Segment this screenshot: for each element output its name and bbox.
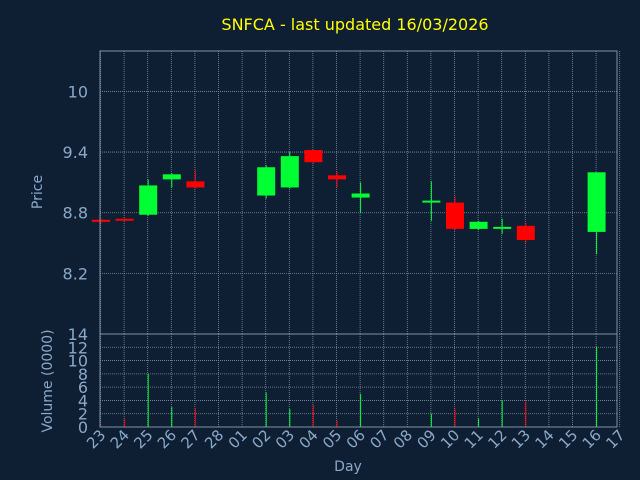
x-tick-label: 03 bbox=[272, 426, 298, 452]
price-tick-label: 8.2 bbox=[63, 264, 88, 283]
x-tick-label: 14 bbox=[531, 426, 557, 452]
x-tick-label: 06 bbox=[343, 426, 369, 452]
x-tick-label: 28 bbox=[201, 426, 227, 452]
x-tick-label: 15 bbox=[555, 426, 581, 452]
volume-tick-label: 6 bbox=[78, 378, 88, 397]
x-tick-label: 11 bbox=[461, 426, 487, 452]
price-axis-label: Price bbox=[30, 175, 46, 209]
x-tick-label: 25 bbox=[130, 426, 156, 452]
candle-body bbox=[115, 218, 134, 221]
volume-tick-label: 12 bbox=[68, 338, 88, 357]
volume-tick-label: 14 bbox=[68, 325, 88, 344]
x-tick-label: 24 bbox=[107, 426, 133, 452]
x-tick-label: 16 bbox=[579, 426, 605, 452]
volume-bars bbox=[100, 346, 598, 427]
x-tick-label: 01 bbox=[225, 426, 251, 452]
candle-body bbox=[139, 185, 158, 215]
candle-body bbox=[328, 175, 346, 180]
grid-layer bbox=[100, 51, 621, 428]
x-tick-label: 02 bbox=[248, 426, 274, 452]
x-tick-label: 10 bbox=[437, 426, 463, 452]
volume-panel-frame bbox=[99, 333, 618, 428]
candle-body bbox=[516, 225, 535, 241]
candle-body bbox=[186, 181, 205, 188]
x-tick-label: 12 bbox=[484, 426, 510, 452]
candle-body bbox=[351, 193, 370, 198]
candle-body bbox=[493, 226, 512, 229]
candle-body bbox=[469, 221, 488, 229]
candle-body bbox=[257, 167, 276, 196]
volume-tick-label: 4 bbox=[78, 391, 88, 410]
volume-axis-label: Volume (0000) bbox=[40, 329, 56, 432]
candle-body bbox=[280, 156, 299, 188]
price-tick-label: 10 bbox=[68, 82, 88, 101]
x-tick-label: 05 bbox=[319, 426, 345, 452]
volume-tick-label: 0 bbox=[78, 418, 88, 437]
x-tick-label: 08 bbox=[390, 426, 416, 452]
candle-body bbox=[162, 174, 181, 180]
x-tick-label: 27 bbox=[177, 426, 203, 452]
x-tick-label: 17 bbox=[602, 426, 628, 452]
x-tick-label: 07 bbox=[366, 426, 392, 452]
x-tick-label: 09 bbox=[413, 426, 439, 452]
price-tick-label: 8.8 bbox=[63, 204, 88, 223]
panel-frames bbox=[99, 50, 618, 428]
candle-body bbox=[587, 172, 606, 232]
candle-body bbox=[422, 200, 441, 203]
x-axis-label: Day bbox=[334, 459, 362, 475]
volume-tick-label: 2 bbox=[78, 405, 88, 424]
candle-body bbox=[446, 202, 464, 229]
x-tick-label: 04 bbox=[295, 426, 321, 452]
candle-body bbox=[92, 219, 110, 222]
price-candles bbox=[92, 150, 606, 255]
x-tick-label: 26 bbox=[154, 426, 180, 452]
price-panel-frame bbox=[99, 50, 618, 335]
volume-tick-label: 10 bbox=[68, 352, 88, 371]
price-tick-label: 9.4 bbox=[63, 143, 88, 162]
x-tick-label: 13 bbox=[508, 426, 534, 452]
candle-body bbox=[304, 150, 323, 163]
volume-tick-label: 8 bbox=[78, 365, 88, 384]
chart-title: SNFCA - last updated 16/03/2026 bbox=[221, 15, 488, 34]
